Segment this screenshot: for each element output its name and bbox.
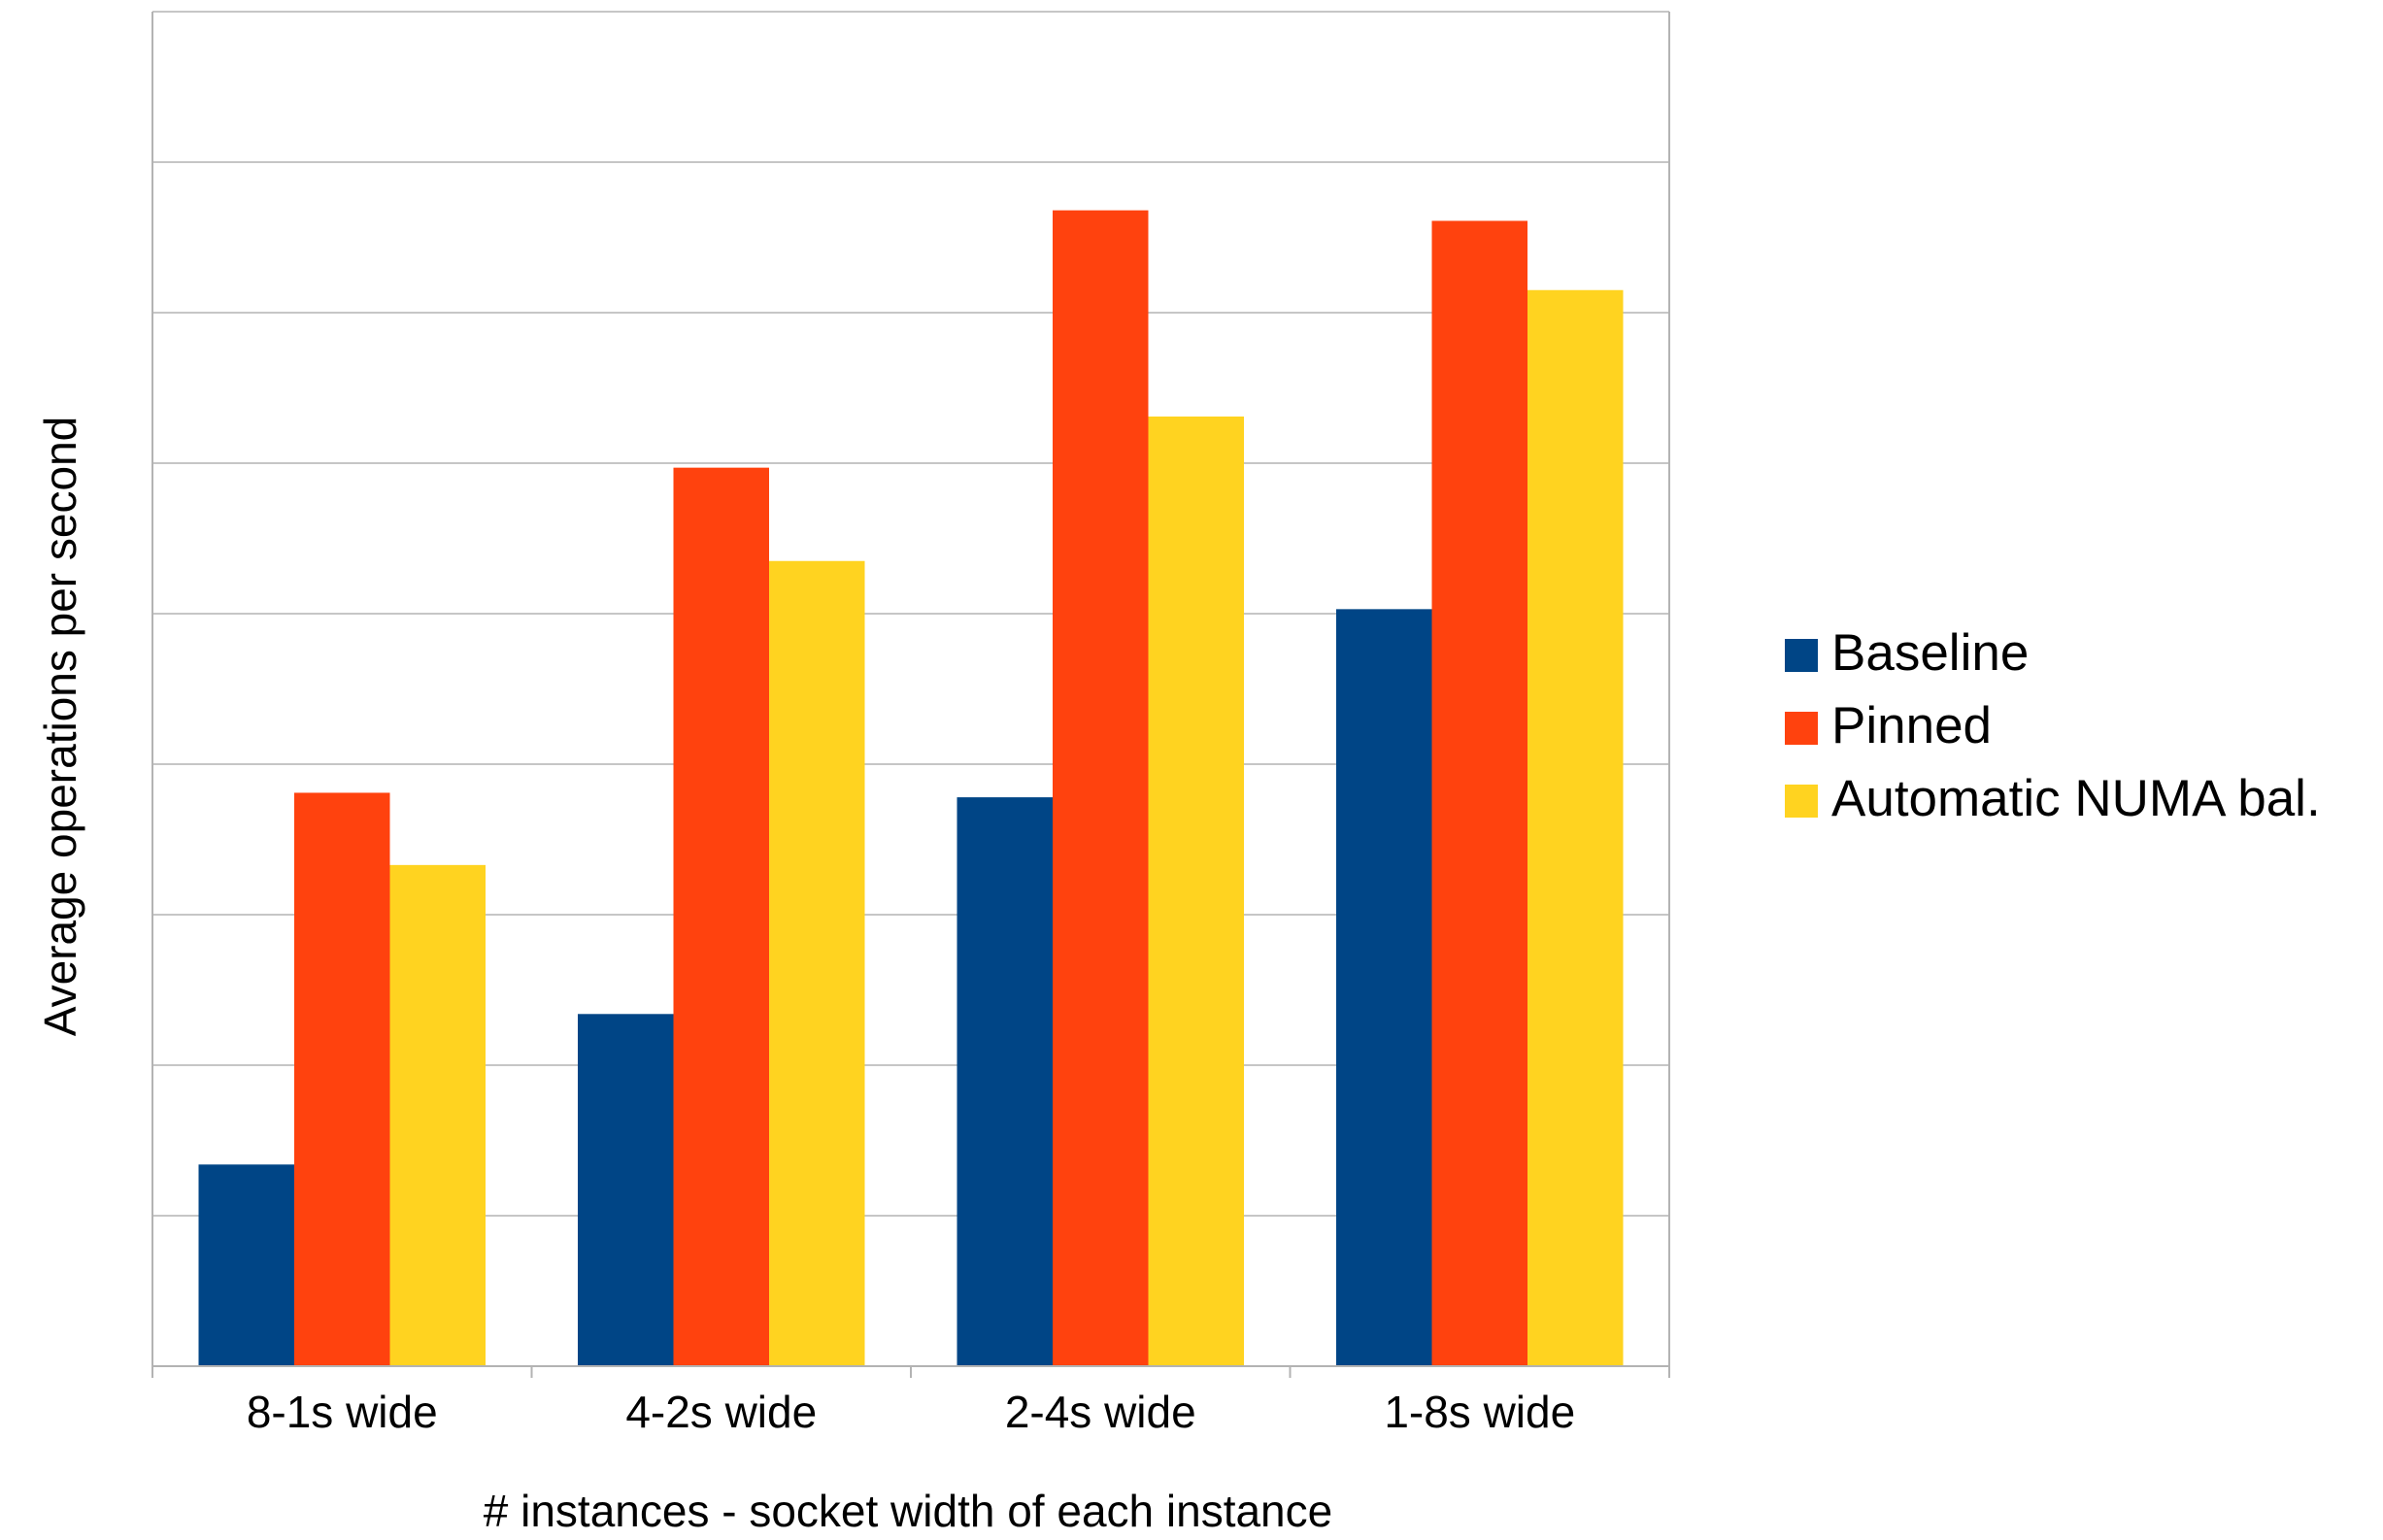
bar-baseline-3 bbox=[957, 797, 1053, 1366]
bar-baseline-2 bbox=[578, 1014, 674, 1366]
bar-automatic-numa-bal-1 bbox=[389, 864, 486, 1366]
legend-swatch bbox=[1785, 639, 1818, 672]
bar-automatic-numa-bal-2 bbox=[769, 560, 865, 1366]
bar-baseline-4 bbox=[1336, 609, 1432, 1366]
y-axis-label: Average operations per second bbox=[35, 417, 85, 1036]
bar-pinned-3 bbox=[1053, 210, 1149, 1367]
x-tick-labels: 8-1s wide 4-2s wide 2-4s wide 1-8s wide bbox=[247, 1387, 1575, 1437]
x-tick-label: 8-1s wide bbox=[247, 1387, 438, 1437]
bars bbox=[198, 210, 1624, 1367]
legend-label: Baseline bbox=[1831, 624, 2029, 682]
x-axis-label: # instances - socket width of each insta… bbox=[484, 1486, 1332, 1536]
bar-automatic-numa-bal-4 bbox=[1527, 289, 1624, 1366]
legend-label: Automatic NUMA bal. bbox=[1831, 770, 2321, 827]
axes bbox=[151, 12, 1670, 1378]
legend-swatch bbox=[1785, 785, 1818, 818]
bar-pinned-2 bbox=[673, 467, 769, 1366]
legend-swatch bbox=[1785, 712, 1818, 745]
bar-automatic-numa-bal-3 bbox=[1148, 416, 1244, 1366]
x-tick-label: 4-2s wide bbox=[625, 1387, 817, 1437]
bar-pinned-1 bbox=[294, 792, 390, 1366]
x-tick-label: 1-8s wide bbox=[1384, 1387, 1575, 1437]
legend: Baseline Pinned Automatic NUMA bal. bbox=[1785, 624, 2321, 827]
bar-pinned-4 bbox=[1431, 220, 1527, 1367]
bar-baseline-1 bbox=[198, 1164, 294, 1366]
x-tick-label: 2-4s wide bbox=[1005, 1387, 1196, 1437]
legend-label: Pinned bbox=[1831, 697, 1992, 754]
